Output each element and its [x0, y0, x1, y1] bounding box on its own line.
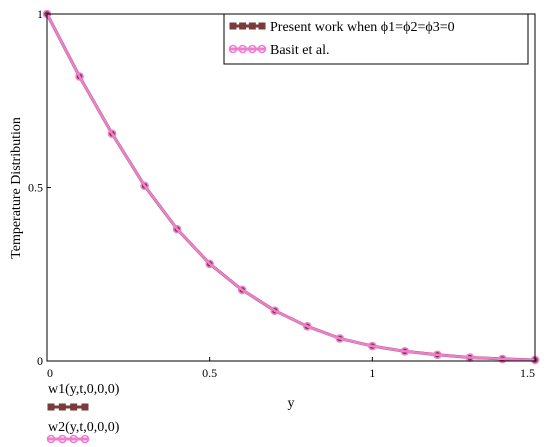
x-tick-label: 0.5 [202, 366, 217, 380]
data-point [237, 285, 247, 295]
swatch-marker [80, 434, 90, 444]
swatch-marker [81, 403, 89, 411]
ticks-layer: 0 0.5 1 1.5 0 0.5 1 [28, 7, 536, 380]
legend-swatch-present-work [229, 22, 266, 30]
y-axis-label: Temperature Distribution [9, 117, 24, 259]
swatch-marker [257, 44, 267, 54]
legend: Present work when ϕ1=ϕ2=ϕ3=0 Basit et al… [223, 13, 529, 65]
trace-label-w2-text: w2(y,t,0,0,0) [48, 420, 120, 435]
swatch-marker [239, 22, 247, 30]
x-tick-label: 0 [47, 366, 53, 380]
x-axis-label: y [288, 396, 295, 411]
trace-label-w1-text: w1(y,t,0,0,0) [48, 382, 120, 397]
trace-swatch-w1 [47, 403, 89, 411]
data-point [400, 346, 410, 356]
swatch-marker [58, 403, 66, 411]
data-point [433, 350, 442, 360]
swatch-marker [47, 403, 55, 411]
swatch-marker [248, 44, 257, 54]
swatch-marker [229, 22, 237, 30]
data-point [140, 181, 149, 191]
trace-label-w2: w2(y,t,0,0,0) [46, 420, 120, 444]
swatch-marker [69, 434, 78, 444]
swatch-marker [238, 44, 247, 54]
trace-label-w1: w1(y,t,0,0,0) [47, 382, 120, 411]
data-point [107, 129, 117, 139]
data-point [172, 224, 182, 234]
x-tick-label: 1 [369, 366, 375, 380]
y-tick-label: 0.5 [28, 181, 43, 195]
y-tick-label: 0 [37, 354, 43, 368]
data-point [368, 341, 377, 351]
legend-label-present-work: Present work when ϕ1=ϕ2=ϕ3=0 [270, 20, 455, 35]
data-point [270, 306, 280, 315]
data-point [205, 259, 214, 269]
data-point [498, 354, 507, 364]
legend-label-basit: Basit et al. [270, 43, 330, 58]
series-layer [42, 9, 540, 365]
x-tick-label: 1.5 [520, 366, 535, 380]
swatch-marker [58, 434, 67, 444]
swatch-marker [70, 403, 78, 411]
data-point [302, 321, 312, 331]
y-tick-label: 1 [37, 7, 43, 21]
swatch-marker [258, 22, 266, 30]
plot-frame [46, 13, 536, 362]
trace-swatch-w2 [46, 434, 90, 444]
swatch-marker [228, 44, 238, 54]
legend-box [223, 13, 529, 65]
swatch-marker [248, 22, 256, 30]
data-point [335, 334, 345, 343]
legend-swatch-basit [228, 44, 267, 54]
swatch-marker [46, 434, 56, 444]
series-basit [42, 9, 540, 365]
series-line [45, 13, 536, 362]
series-line [45, 13, 536, 362]
data-point [75, 72, 84, 81]
